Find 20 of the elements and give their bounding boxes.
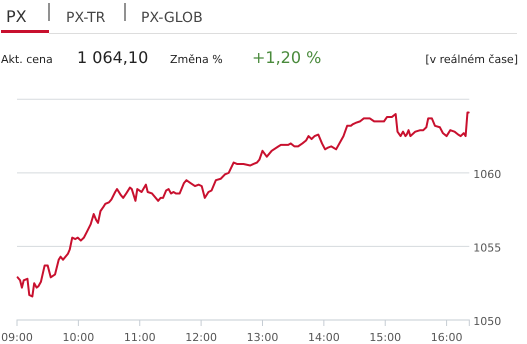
y-tick-label: 1055 (473, 241, 502, 254)
text: 1 064,10 (77, 48, 148, 67)
chart-title: PX (6, 7, 27, 26)
y-tick-label: 1060 (473, 168, 502, 181)
text: Změna % (170, 53, 223, 66)
y-tick-label: 1050 (473, 314, 502, 328)
x-tick-label: 16:00 (430, 331, 462, 344)
x-tick-label: 11:00 (124, 331, 156, 344)
x-tick-label: 12:00 (185, 331, 217, 344)
text: PX-GLOB (141, 10, 203, 26)
x-tick-label: 14:00 (308, 331, 340, 344)
x-tick-label: 10:00 (62, 331, 94, 344)
line-series (16, 112, 470, 298)
text: PX-TR (66, 10, 106, 26)
text: [v reálném čase] (425, 53, 518, 66)
text: +1,20 % (252, 48, 322, 67)
x-tick-label: 13:00 (246, 331, 278, 344)
x-tick-label: 09:00 (1, 331, 33, 344)
text: Akt. cena (1, 53, 53, 66)
x-tick-label: 15:00 (369, 331, 402, 344)
